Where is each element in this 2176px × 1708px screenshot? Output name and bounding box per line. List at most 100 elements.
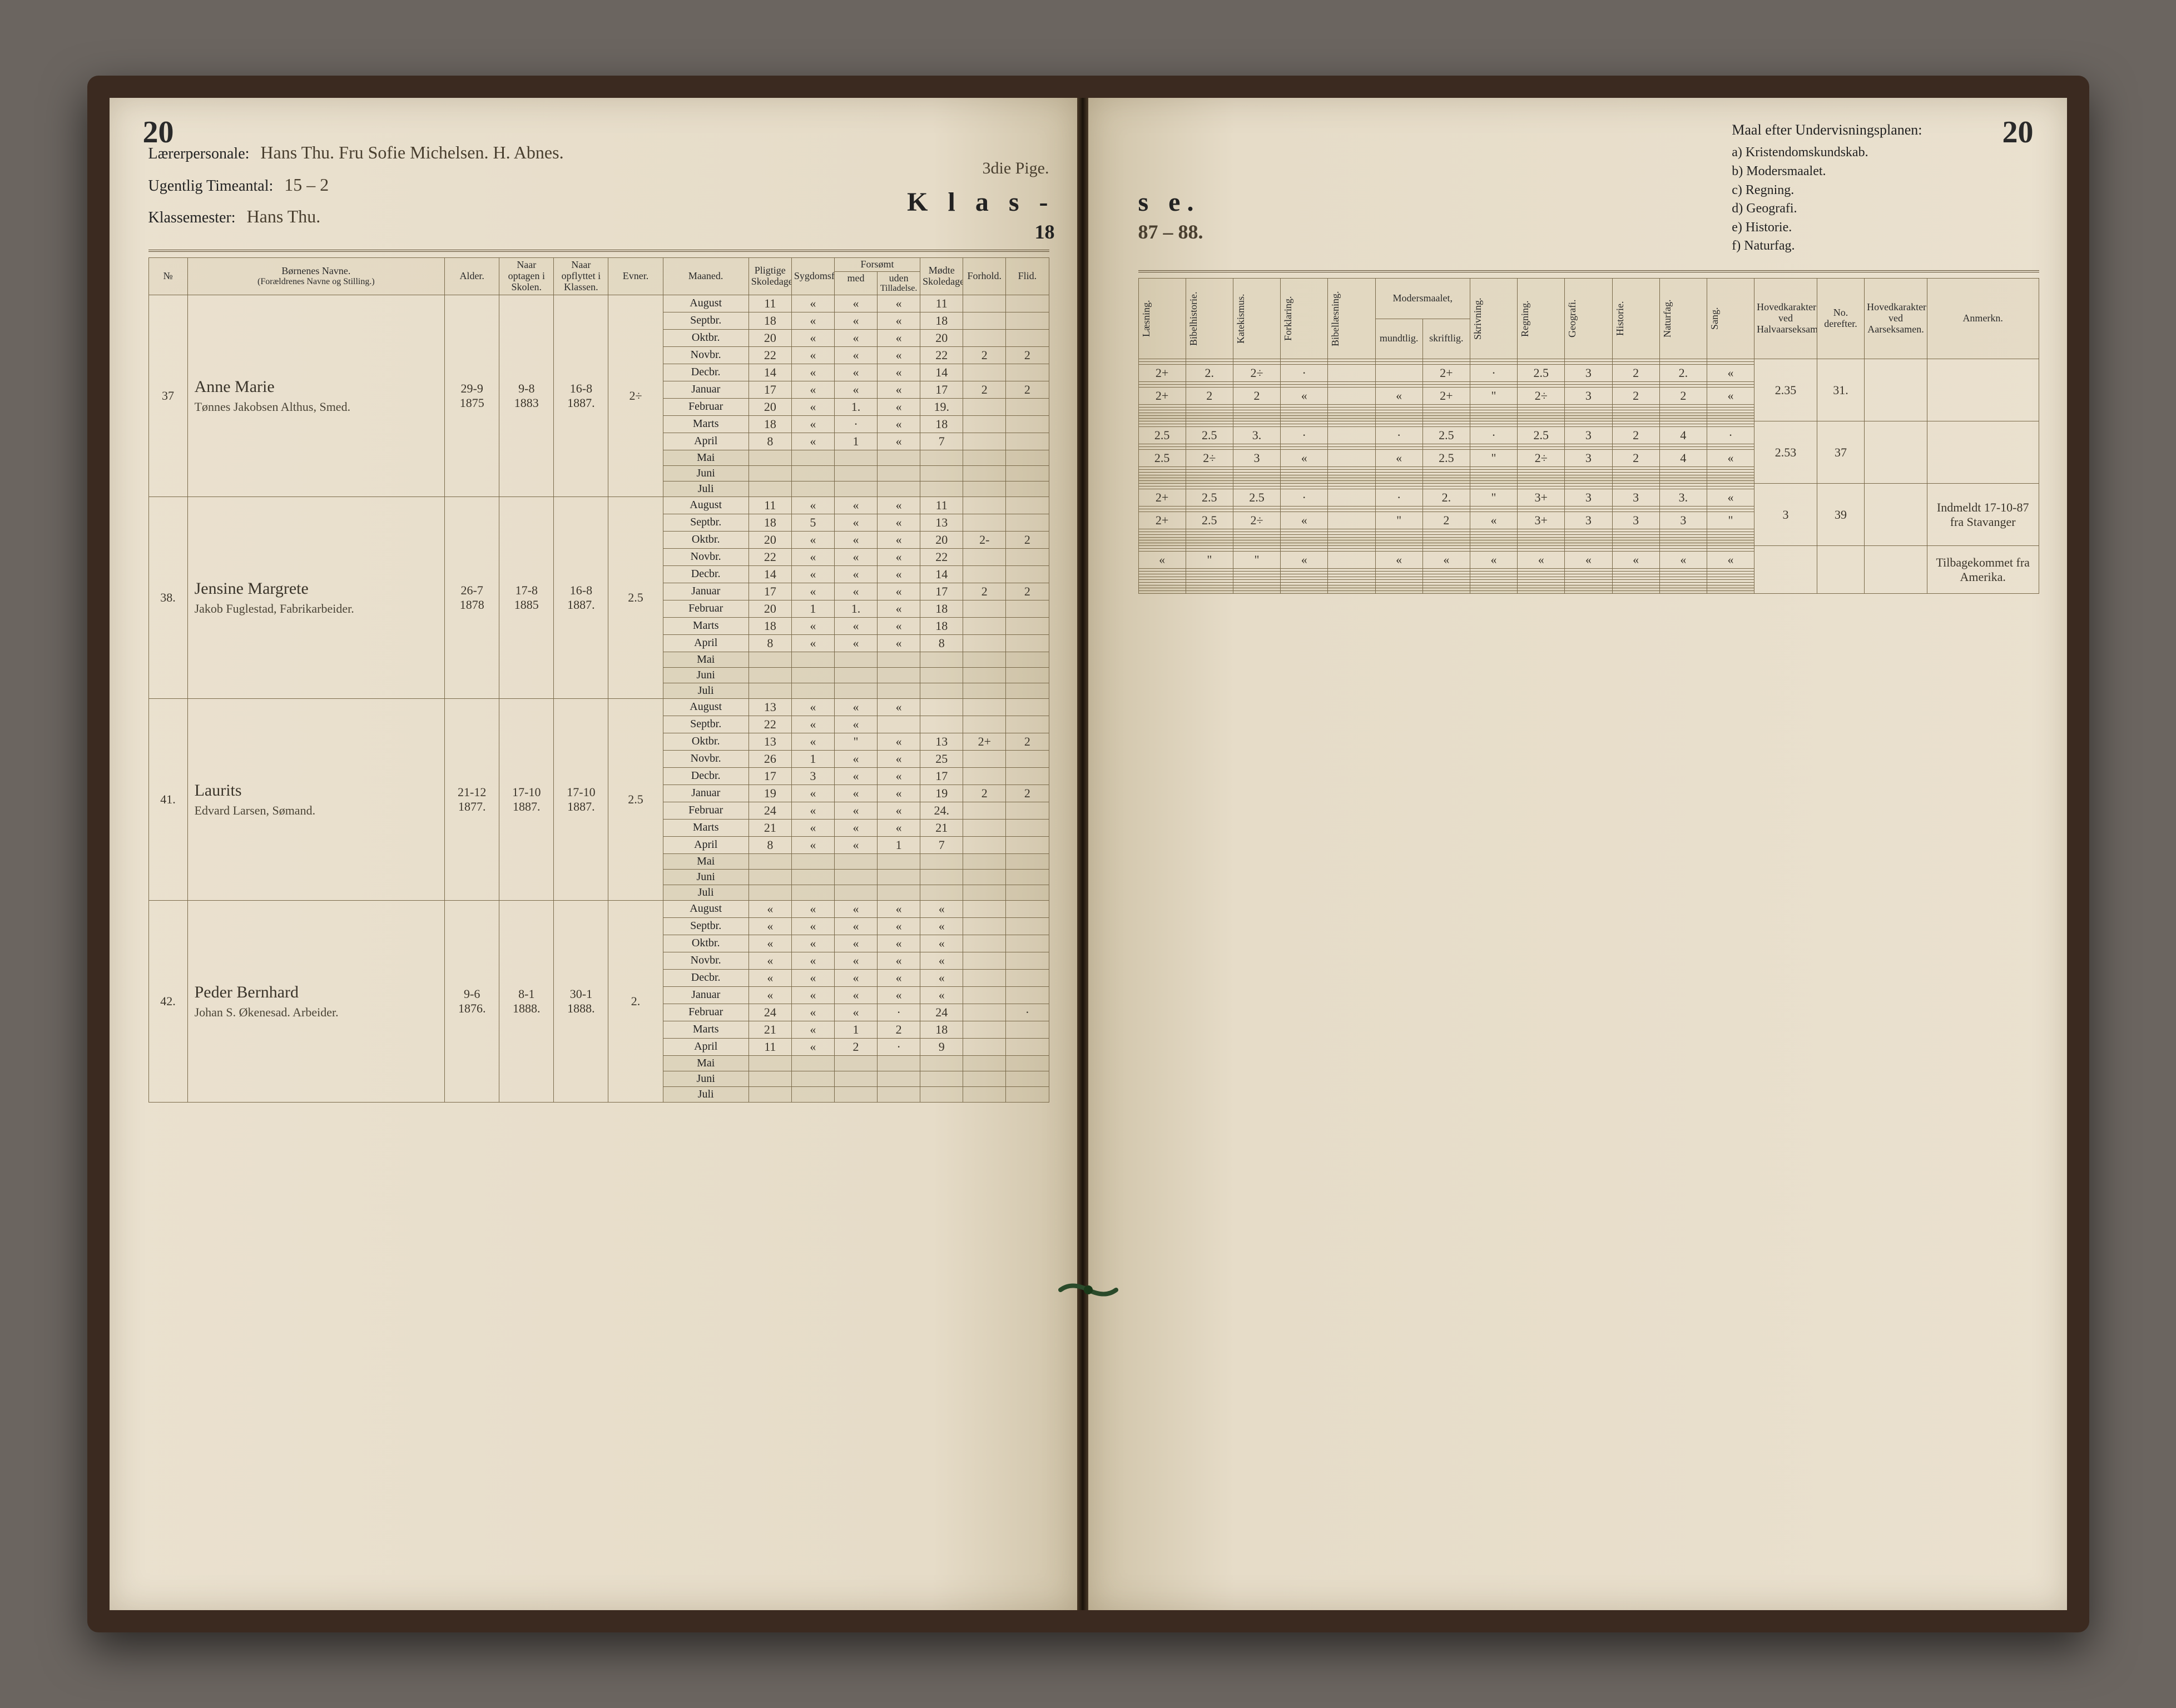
month-cell: April	[663, 634, 749, 652]
student-optagen: 17-81885	[499, 496, 554, 698]
maal-item: f) Naturfag.	[1732, 237, 1922, 256]
grade-cell	[1281, 591, 1328, 594]
student-no: 41.	[148, 698, 187, 900]
attendance-cell: 2	[1006, 785, 1049, 802]
grade-cell	[1612, 591, 1659, 594]
noder-cell: 39	[1817, 484, 1864, 546]
attendance-cell: «	[834, 312, 877, 329]
attendance-cell	[791, 652, 834, 667]
attendance-cell	[963, 767, 1006, 785]
attendance-cell	[963, 1055, 1006, 1071]
attendance-cell: «	[834, 496, 877, 514]
month-cell: Juni	[663, 667, 749, 683]
header-block-left: Lærerpersonale: Hans Thu. Fru Sofie Mich…	[148, 137, 1049, 233]
attendance-cell: 8	[920, 634, 963, 652]
attendance-cell	[963, 969, 1006, 986]
attendance-cell	[963, 634, 1006, 652]
attendance-cell: «	[834, 767, 877, 785]
binding-tie-icon	[1055, 1279, 1122, 1301]
attendance-cell: 22	[920, 548, 963, 565]
attendance-cell: «	[791, 900, 834, 917]
attendance-cell: «	[834, 750, 877, 767]
col-maaned: Maaned.	[663, 257, 749, 295]
grade-cell: «	[1707, 489, 1754, 507]
attendance-cell: «	[749, 969, 791, 986]
month-cell: Mai	[663, 1055, 749, 1071]
attendance-cell: «	[878, 785, 920, 802]
attendance-cell: «	[878, 986, 920, 1004]
attendance-cell: «	[834, 900, 877, 917]
table-row: 38.Jensine MargreteJakob Fuglestad, Fabr…	[148, 496, 1049, 514]
attendance-cell	[878, 481, 920, 496]
attendance-cell: «	[791, 364, 834, 381]
attendance-cell: «	[878, 415, 920, 433]
left-page: 20 Lærerpersonale: Hans Thu. Fru Sofie M…	[110, 98, 1077, 1610]
attendance-cell: «	[791, 415, 834, 433]
attendance-cell: «	[920, 900, 963, 917]
attendance-cell: «	[791, 496, 834, 514]
attendance-cell	[1006, 565, 1049, 583]
month-cell: Januar	[663, 583, 749, 600]
attendance-cell: «	[791, 986, 834, 1004]
month-cell: Januar	[663, 785, 749, 802]
attendance-cell: «	[791, 819, 834, 836]
attendance-cell: 22	[749, 548, 791, 565]
maal-block: Maal efter Undervisningsplanen: a) Krist…	[1732, 120, 1922, 256]
attendance-cell: «	[834, 819, 877, 836]
attendance-cell	[1006, 1086, 1049, 1102]
attendance-cell: 22	[749, 346, 791, 364]
attendance-cell	[963, 600, 1006, 617]
maal-item: d) Geografi.	[1732, 200, 1922, 219]
attendance-cell	[963, 935, 1006, 952]
attendance-cell	[963, 900, 1006, 917]
maal-item: a) Kristendomskundskab.	[1732, 143, 1922, 162]
grade-cell: «	[1518, 552, 1565, 569]
month-cell: Oktbr.	[663, 935, 749, 952]
attendance-cell: 8	[749, 433, 791, 450]
attendance-cell: 17	[920, 583, 963, 600]
attendance-cell	[1006, 496, 1049, 514]
month-cell: Septbr.	[663, 514, 749, 531]
attendance-cell: «	[749, 986, 791, 1004]
month-cell: Juli	[663, 1086, 749, 1102]
attendance-cell	[1006, 869, 1049, 885]
right-page: 20 s e. 87 – 88. Maal efter Undervisning…	[1088, 98, 2067, 1610]
attendance-cell	[963, 667, 1006, 683]
month-cell: Juni	[663, 1071, 749, 1086]
attendance-cell	[963, 716, 1006, 733]
month-cell: Juli	[663, 481, 749, 496]
attendance-cell: «	[834, 935, 877, 952]
attendance-cell	[749, 683, 791, 698]
attendance-cell	[834, 652, 877, 667]
grade-cell: «	[1565, 552, 1612, 569]
student-optagen: 8-11888.	[499, 900, 554, 1102]
attendance-cell	[749, 667, 791, 683]
attendance-cell: 11	[920, 295, 963, 312]
attendance-cell	[1006, 433, 1049, 450]
table-row: 42.Peder BernhardJohan S. Økenesad. Arbe…	[148, 900, 1049, 917]
grade-cell	[1375, 591, 1422, 594]
attendance-cell	[749, 1055, 791, 1071]
attendance-cell: «	[920, 935, 963, 952]
month-cell: Septbr.	[663, 917, 749, 935]
halvaar-cell	[1754, 546, 1817, 594]
attendance-cell	[963, 565, 1006, 583]
attendance-cell	[834, 481, 877, 496]
attendance-cell: 18	[920, 617, 963, 634]
month-cell: Marts	[663, 819, 749, 836]
attendance-cell: 3	[791, 767, 834, 785]
attendance-cell: «	[791, 634, 834, 652]
attendance-cell: 14	[920, 565, 963, 583]
maal-item: b) Modersmaalet.	[1732, 162, 1922, 181]
noder-cell	[1817, 546, 1864, 594]
attendance-cell	[963, 398, 1006, 415]
attendance-cell	[834, 885, 877, 900]
klassemester-label: Klassemester:	[148, 204, 236, 232]
attendance-cell	[749, 885, 791, 900]
aars-cell	[1865, 484, 1927, 546]
attendance-cell: «	[878, 364, 920, 381]
attendance-cell	[1006, 1071, 1049, 1086]
attendance-cell: «	[878, 565, 920, 583]
attendance-cell: 18	[749, 514, 791, 531]
month-cell: Mai	[663, 450, 749, 465]
